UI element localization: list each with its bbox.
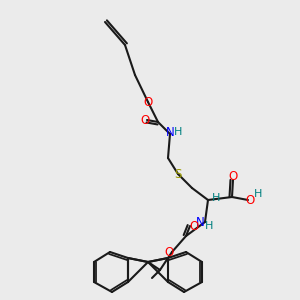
Text: N: N: [196, 215, 204, 229]
Text: H: H: [174, 127, 182, 137]
Text: O: O: [140, 113, 150, 127]
Text: O: O: [245, 194, 255, 206]
Text: H: H: [212, 193, 220, 203]
Text: O: O: [228, 170, 238, 184]
Text: O: O: [189, 220, 199, 232]
Text: H: H: [254, 189, 262, 199]
Text: N: N: [166, 127, 174, 140]
Text: O: O: [143, 95, 153, 109]
Text: H: H: [205, 221, 213, 231]
Text: S: S: [174, 167, 182, 181]
Text: O: O: [164, 245, 174, 259]
